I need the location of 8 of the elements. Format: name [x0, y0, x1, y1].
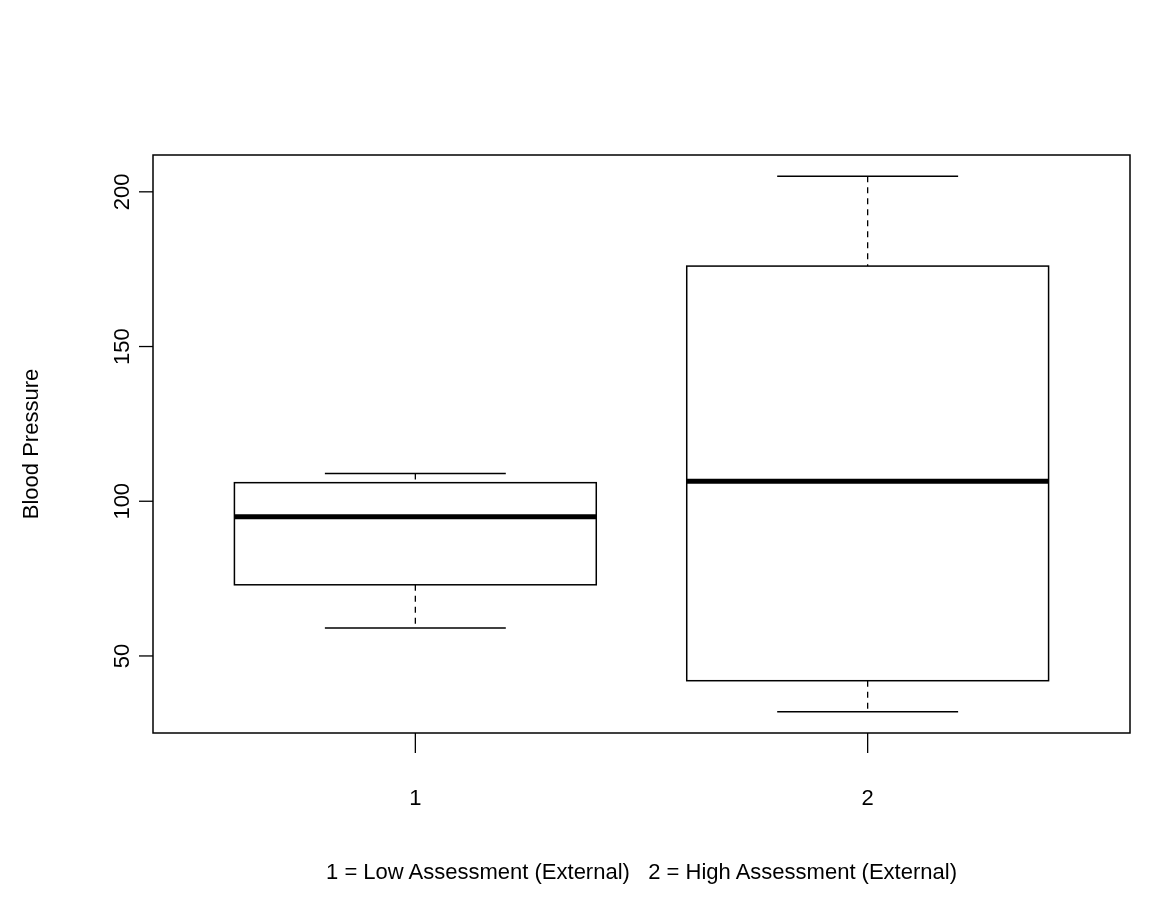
x-axis-title: 1 = Low Assessment (External) 2 = High Assessment (External): [326, 859, 957, 884]
y-tick-label: 200: [109, 173, 134, 211]
x-tick-label: 1: [409, 785, 422, 810]
y-tick-label: 150: [109, 328, 134, 365]
y-tick-label: 100: [109, 482, 134, 520]
x-tick-label: 2: [861, 785, 874, 810]
y-tick-label: 50: [109, 643, 134, 669]
y-axis-title: Blood Pressure: [18, 368, 43, 520]
